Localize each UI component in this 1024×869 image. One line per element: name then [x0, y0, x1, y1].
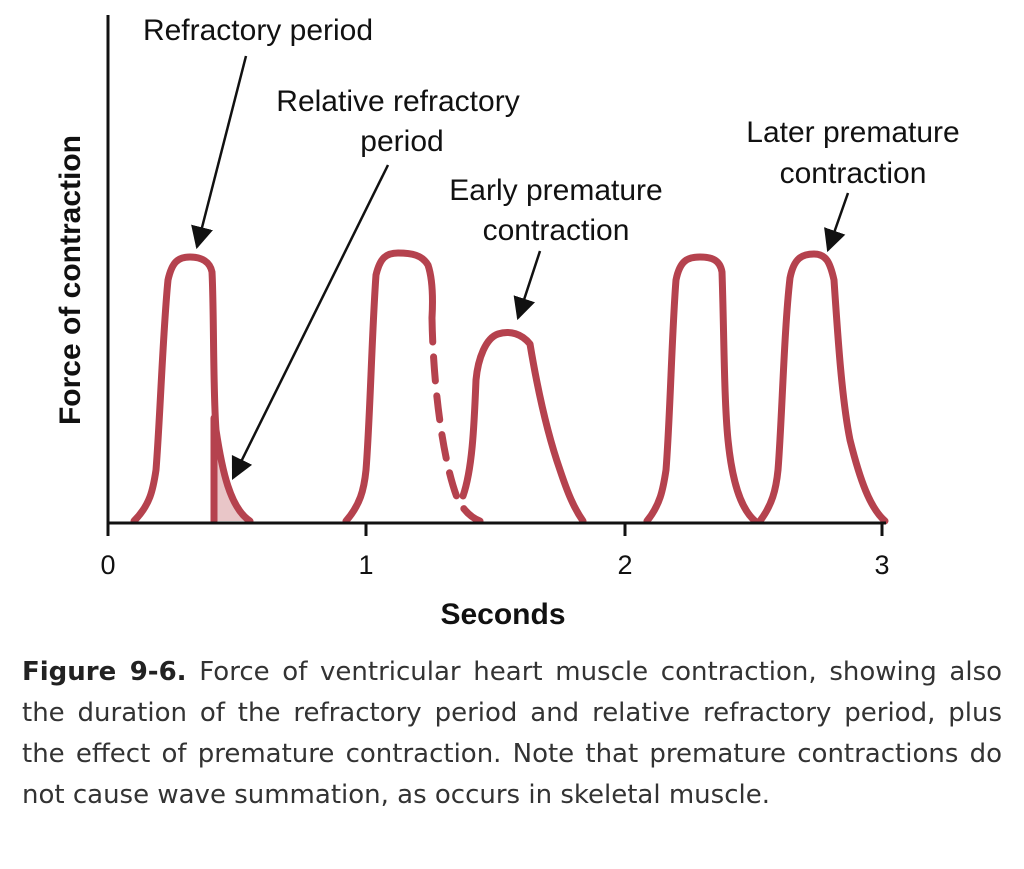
x-tick-label-1: 1 [358, 550, 373, 580]
relative-refractory-shade [214, 418, 252, 521]
y-axis-title: Force of contraction [54, 135, 87, 425]
later-premature-label-line2: contraction [780, 157, 927, 190]
later-premature-label-line1: Later premature [746, 116, 959, 149]
later-premature-arrow [824, 192, 850, 253]
early-premature-label-line2: contraction [483, 214, 630, 247]
early-premature-contraction-curve [459, 328, 587, 525]
caption-text: Force of ventricular heart muscle contra… [22, 657, 1003, 810]
figure-caption: Figure 9-6. Force of ventricular heart m… [22, 652, 1002, 816]
later-premature-contraction-curve [756, 250, 889, 525]
x-axis-title: Seconds [440, 598, 565, 631]
relative-refractory-label-line1: Relative refractory [276, 85, 519, 118]
early-premature-label-line1: Early premature [449, 174, 662, 207]
contraction-curve-2-dashed [428, 314, 484, 525]
x-tick-label-0: 0 [100, 550, 115, 580]
relative-refractory-label-line2: period [360, 125, 443, 158]
contraction-diagram: 0 1 2 3 Seconds Force of contraction Ref… [54, 14, 960, 631]
contraction-curve-4 [643, 253, 759, 525]
x-tick-label-3: 3 [874, 550, 889, 580]
refractory-period-label: Refractory period [143, 14, 373, 47]
figure-number: Figure 9-6. [22, 657, 187, 687]
refractory-period-arrow [191, 55, 248, 250]
contraction-curve-1 [130, 253, 254, 525]
x-tick-label-2: 2 [617, 550, 632, 580]
contraction-curve-2 [342, 249, 436, 525]
early-premature-arrow [513, 250, 542, 321]
relative-refractory-arrow [231, 164, 390, 481]
